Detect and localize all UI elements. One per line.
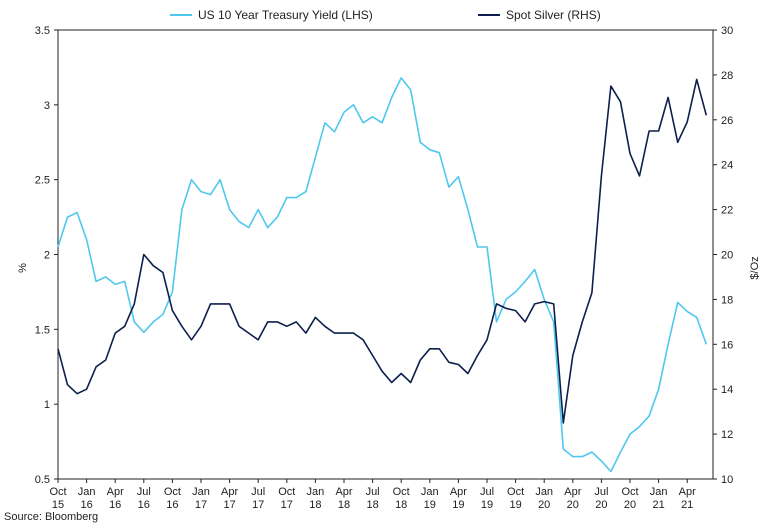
series-line-us-10y-yield <box>57 77 708 473</box>
x-tick-label-month: Jan <box>535 486 553 498</box>
legend-label-silver: Spot Silver (RHS) <box>506 8 601 22</box>
x-tick-label-month: Apr <box>107 486 124 498</box>
x-tick-label-month: Apr <box>679 486 696 498</box>
x-tick-label-month: Jul <box>594 486 608 498</box>
x-tick-label-month: Oct <box>507 486 524 498</box>
left-axis-label: % <box>17 263 29 273</box>
x-tick-label-month: Jan <box>421 486 439 498</box>
x-tick-label-month: Jul <box>480 486 494 498</box>
right-axis-label: $/Oz <box>749 256 761 279</box>
series-layer <box>57 77 708 473</box>
right-y-tick-label: 22 <box>721 205 733 217</box>
x-tick-label-year: 20 <box>567 499 579 511</box>
x-tick-label-year: 20 <box>624 499 636 511</box>
right-y-tick-label: 20 <box>721 250 733 262</box>
left-y-tick-label: 2 <box>44 250 50 262</box>
x-tick-label-month: Apr <box>564 486 581 498</box>
x-tick-label-month: Oct <box>393 486 410 498</box>
x-tick-label-year: 19 <box>452 499 464 511</box>
x-tick-label-year: 16 <box>138 499 150 511</box>
plot-frame <box>57 29 714 480</box>
left-y-tick-label: 3.5 <box>35 25 50 37</box>
x-tick-label-year: 20 <box>538 499 550 511</box>
x-tick-label-month: Oct <box>49 486 66 498</box>
x-tick-label-year: 18 <box>309 499 321 511</box>
x-tick-label-year: 17 <box>252 499 264 511</box>
x-tick-label-year: 16 <box>166 499 178 511</box>
legend-item-yield: US 10 Year Treasury Yield (LHS) <box>170 8 373 22</box>
x-tick-label-year: 21 <box>652 499 664 511</box>
x-tick-label-year: 17 <box>281 499 293 511</box>
right-y-tick-label: 14 <box>721 384 733 396</box>
x-tick-label-month: Apr <box>335 486 352 498</box>
x-tick-label-year: 18 <box>366 499 378 511</box>
x-axis: Oct15Jan16Apr16Jul16Oct16Jan17Apr17Jul17… <box>49 479 696 511</box>
plot-border <box>57 29 714 480</box>
x-tick-label-month: Apr <box>450 486 467 498</box>
x-tick-label-year: 19 <box>509 499 521 511</box>
legend-item-silver: Spot Silver (RHS) <box>478 8 601 22</box>
x-tick-label-year: 20 <box>595 499 607 511</box>
x-tick-label-month: Jul <box>137 486 151 498</box>
left-y-tick-label: 1.5 <box>35 324 50 336</box>
right-y-tick-label: 30 <box>721 25 733 37</box>
legend-swatch-yield <box>170 14 192 16</box>
x-tick-label-year: 18 <box>338 499 350 511</box>
right-y-axis: 10 12 14 16 18 20 22 24 26 28 30 <box>713 25 733 486</box>
left-y-tick-label: 0.5 <box>35 474 50 486</box>
left-y-axis: 0.5 1 1.5 2 2.5 3 3.5 <box>35 25 58 486</box>
x-tick-label-month: Oct <box>278 486 295 498</box>
x-tick-label-year: 16 <box>80 499 92 511</box>
x-tick-label-month: Jul <box>366 486 380 498</box>
right-y-tick-label: 18 <box>721 294 733 306</box>
legend-swatch-silver <box>478 14 500 16</box>
x-tick-label-year: 19 <box>424 499 436 511</box>
x-tick-label-month: Apr <box>221 486 238 498</box>
x-tick-label-month: Jan <box>192 486 210 498</box>
left-y-tick-label: 3 <box>44 100 50 112</box>
right-y-tick-label: 16 <box>721 339 733 351</box>
x-tick-label-month: Jan <box>650 486 668 498</box>
legend-label-yield: US 10 Year Treasury Yield (LHS) <box>198 8 373 22</box>
x-tick-label-year: 17 <box>223 499 235 511</box>
right-y-tick-label: 24 <box>721 160 733 172</box>
series-line-spot-silver <box>57 78 708 424</box>
x-tick-label-year: 21 <box>681 499 693 511</box>
x-tick-label-year: 16 <box>109 499 121 511</box>
source-note: Source: Bloomberg <box>4 511 99 523</box>
right-y-tick-label: 26 <box>721 115 733 127</box>
x-tick-label-year: 17 <box>195 499 207 511</box>
x-tick-label-month: Oct <box>621 486 638 498</box>
right-y-tick-label: 12 <box>721 429 733 441</box>
x-tick-label-month: Oct <box>164 486 181 498</box>
x-tick-label-year: 19 <box>481 499 493 511</box>
x-tick-label-month: Jan <box>78 486 96 498</box>
x-tick-label-month: Jan <box>307 486 325 498</box>
x-tick-label-month: Jul <box>251 486 265 498</box>
left-y-tick-label: 2.5 <box>35 175 50 187</box>
right-y-tick-label: 28 <box>721 70 733 82</box>
x-tick-label-year: 18 <box>395 499 407 511</box>
x-tick-label-year: 15 <box>52 499 64 511</box>
right-y-tick-label: 10 <box>721 474 733 486</box>
left-y-tick-label: 1 <box>44 399 50 411</box>
